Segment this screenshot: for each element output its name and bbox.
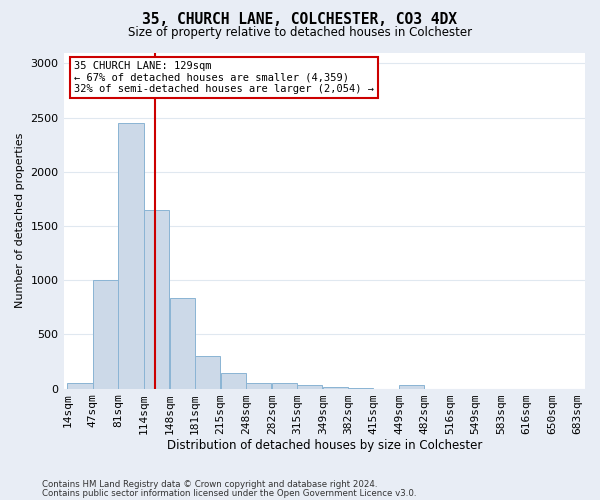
Bar: [399, 386, 424, 388]
Bar: [221, 373, 246, 388]
Bar: [67, 382, 92, 388]
Bar: [246, 382, 271, 388]
Bar: [297, 386, 322, 388]
Bar: [143, 210, 169, 388]
Bar: [170, 298, 194, 388]
Bar: [118, 123, 143, 388]
Y-axis label: Number of detached properties: Number of detached properties: [15, 133, 25, 308]
X-axis label: Distribution of detached houses by size in Colchester: Distribution of detached houses by size …: [167, 440, 482, 452]
Text: 35 CHURCH LANE: 129sqm
← 67% of detached houses are smaller (4,359)
32% of semi-: 35 CHURCH LANE: 129sqm ← 67% of detached…: [74, 61, 374, 94]
Bar: [194, 356, 220, 388]
Bar: [272, 383, 297, 388]
Bar: [92, 280, 118, 388]
Text: Size of property relative to detached houses in Colchester: Size of property relative to detached ho…: [128, 26, 472, 39]
Text: Contains HM Land Registry data © Crown copyright and database right 2024.: Contains HM Land Registry data © Crown c…: [42, 480, 377, 489]
Text: 35, CHURCH LANE, COLCHESTER, CO3 4DX: 35, CHURCH LANE, COLCHESTER, CO3 4DX: [143, 12, 458, 28]
Text: Contains public sector information licensed under the Open Government Licence v3: Contains public sector information licen…: [42, 488, 416, 498]
Bar: [323, 387, 348, 388]
